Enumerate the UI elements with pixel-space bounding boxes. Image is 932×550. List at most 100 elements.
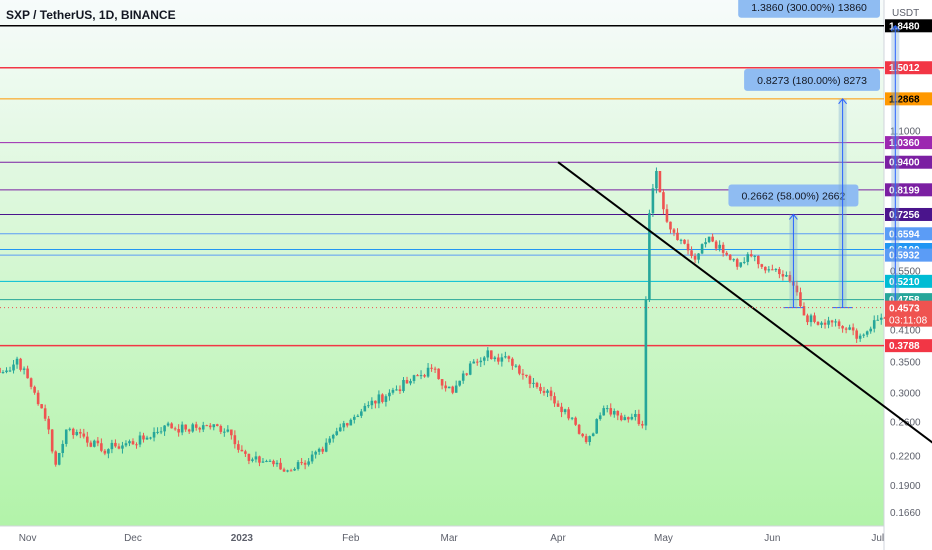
candle-body xyxy=(542,390,546,393)
candle-body xyxy=(152,432,156,438)
candle-body xyxy=(563,409,567,413)
candle-body xyxy=(173,428,177,430)
candle-body xyxy=(781,274,785,277)
candle-body xyxy=(43,408,47,419)
time-tick-label: Feb xyxy=(342,533,360,544)
candle-body xyxy=(806,315,809,323)
candle-body xyxy=(180,424,184,433)
price-tick-label: 0.2200 xyxy=(890,451,921,462)
candle-body xyxy=(739,262,743,267)
candle-body xyxy=(634,413,637,417)
candle-body xyxy=(567,409,570,419)
candle-body xyxy=(813,315,816,322)
candle-body xyxy=(212,424,216,428)
candle-body xyxy=(809,315,813,323)
current-price-tag xyxy=(885,300,932,327)
price-tick-label: 0.3500 xyxy=(890,358,921,369)
level-price-tag xyxy=(885,227,932,241)
candle-body xyxy=(367,405,370,407)
candle-body xyxy=(388,392,391,397)
candle-body xyxy=(19,358,22,370)
candle-body xyxy=(714,241,718,249)
candle-body xyxy=(753,255,757,257)
candle-body xyxy=(296,462,300,469)
time-tick-label: Mar xyxy=(441,533,459,544)
candle-body xyxy=(535,382,539,387)
candle-body xyxy=(574,417,577,425)
candle-body xyxy=(732,259,736,261)
level-price-tag xyxy=(885,248,932,262)
time-tick-label: May xyxy=(654,533,673,544)
target-arrow-head xyxy=(838,98,847,105)
candle-body xyxy=(215,424,219,426)
level-price-label: 0.9400 xyxy=(889,158,920,169)
candle-body xyxy=(103,450,107,454)
candle-body xyxy=(36,392,40,405)
candle-body xyxy=(416,375,419,377)
candle-body xyxy=(767,269,771,271)
candle-body xyxy=(0,367,1,373)
candle-body xyxy=(865,331,869,335)
candle-body xyxy=(697,253,700,260)
target-label-text: 0.8273 (180.00%) 8273 xyxy=(757,75,867,87)
candle-body xyxy=(114,442,117,447)
candle-body xyxy=(156,431,159,433)
level-price-tag xyxy=(885,136,932,150)
candle-body xyxy=(700,244,704,254)
level-price-label: 1.0360 xyxy=(889,138,920,149)
candle-body xyxy=(612,410,616,415)
candle-body xyxy=(482,357,486,361)
candle-body xyxy=(47,418,50,430)
candle-body xyxy=(68,428,72,430)
target-label-box xyxy=(744,68,880,91)
candle-body xyxy=(451,386,454,393)
candle-body xyxy=(370,400,374,406)
price-tick-label: 0.1900 xyxy=(890,481,921,492)
candle-body xyxy=(303,462,307,465)
candle-body xyxy=(121,445,124,449)
candle-body xyxy=(272,460,275,465)
candle-body xyxy=(764,266,767,271)
level-price-label: 0.5210 xyxy=(889,277,920,288)
trendline-segment xyxy=(557,161,932,444)
candle-body xyxy=(177,429,180,433)
candle-body xyxy=(251,459,254,461)
level-price-label: 0.3788 xyxy=(889,341,920,352)
candle-body xyxy=(785,274,788,277)
candle-body xyxy=(511,358,514,366)
candle-body xyxy=(61,443,65,453)
candle-body xyxy=(433,368,437,370)
horizontal-levels: 1.8480 1.5012 1.2868 1.0360 0.9400 0.8199 0.72… xyxy=(0,19,932,353)
candle-body xyxy=(409,380,412,384)
candle-body xyxy=(440,379,444,386)
trendline xyxy=(557,161,932,444)
candle-body xyxy=(627,417,630,420)
candle-body xyxy=(869,328,873,332)
candle-body xyxy=(876,319,880,321)
candle-body xyxy=(605,408,609,410)
candle-body xyxy=(402,379,405,392)
candle-body xyxy=(475,361,479,363)
candle-body xyxy=(86,436,89,443)
target-arrow-head xyxy=(890,24,900,32)
candle-body xyxy=(746,254,750,262)
candle-body xyxy=(774,269,778,271)
candle-body xyxy=(718,244,721,249)
candle-body xyxy=(187,429,191,432)
candle-body xyxy=(226,429,230,432)
candle-body xyxy=(324,442,328,452)
price-tick-label: 0.5500 xyxy=(890,266,921,277)
candle-body xyxy=(163,425,166,432)
candle-body xyxy=(405,379,409,384)
candle-body xyxy=(310,454,314,462)
price-tick-label: 1.1000 xyxy=(890,127,921,138)
candle-body xyxy=(570,417,574,419)
candle-body xyxy=(851,327,855,331)
candles xyxy=(0,167,894,473)
candle-body xyxy=(553,396,556,404)
time-ticks: Nov Dec 2023 Feb Mar Apr May Jun Jul xyxy=(19,533,884,544)
candle-body xyxy=(360,411,363,416)
candle-body xyxy=(591,433,595,437)
target-label-text: 1.3860 (300.00%) 13860 xyxy=(751,2,867,14)
